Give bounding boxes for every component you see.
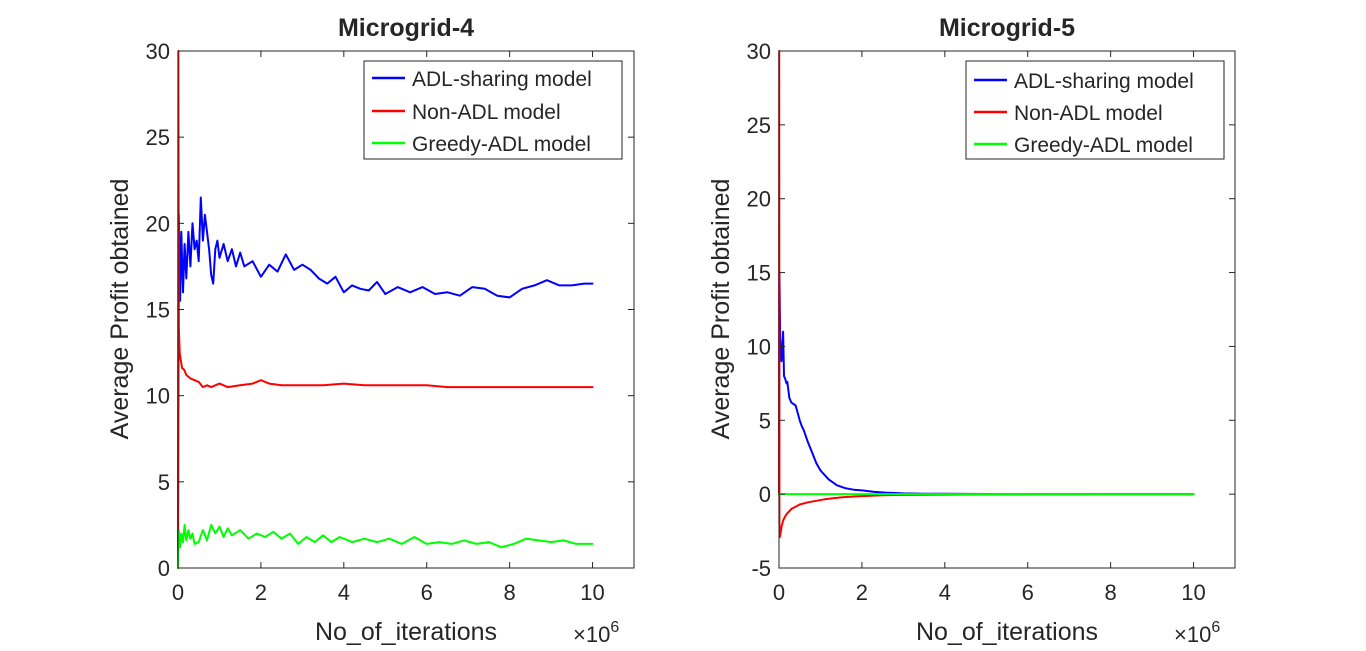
plot-area: 0 2 4 6 8 10 0 5 10 15 20 25 30 bbox=[146, 39, 635, 605]
legend: ADL-sharing model Non-ADL model Greedy-A… bbox=[363, 60, 623, 160]
chart-microgrid-4: Microgrid-4 0 2 4 6 8 10 0 5 10 15 20 25 30 No_of_it… bbox=[106, 14, 635, 647]
x-axis-exponent-base: ×10 bbox=[573, 622, 610, 647]
x-tick-label: 8 bbox=[1105, 580, 1117, 605]
y-tick-label: 0 bbox=[158, 556, 170, 581]
y-tick-label: 5 bbox=[759, 408, 771, 433]
legend-label-greedy-adl: Greedy-ADL model bbox=[1014, 134, 1193, 157]
y-tick-label: 30 bbox=[146, 39, 170, 64]
x-tick-label: 10 bbox=[1181, 580, 1205, 605]
series-group bbox=[177, 50, 594, 569]
series-line-greedy-adl-model bbox=[177, 523, 594, 569]
y-tick-label: 10 bbox=[146, 384, 170, 409]
x-axis-exponent-power: 6 bbox=[610, 619, 619, 636]
y-tick-label: 30 bbox=[747, 39, 771, 64]
legend-label-non-adl: Non-ADL model bbox=[1014, 102, 1163, 125]
x-tick-label: 6 bbox=[1022, 580, 1034, 605]
x-tick-label: 6 bbox=[421, 580, 433, 605]
legend-box bbox=[965, 60, 1225, 160]
x-axis-exponent: ×106 bbox=[573, 619, 619, 647]
x-axis-exponent-base: ×10 bbox=[1174, 622, 1211, 647]
series-group bbox=[778, 50, 1195, 538]
x-axis-exponent-power: 6 bbox=[1211, 619, 1220, 636]
legend-label-non-adl: Non-ADL model bbox=[412, 101, 561, 124]
y-tick-label: -5 bbox=[751, 556, 771, 581]
series-line-adl-sharing-model bbox=[177, 196, 594, 569]
x-tick-label: 2 bbox=[255, 580, 267, 605]
x-axis-exponent: ×106 bbox=[1174, 619, 1220, 647]
chart-title: Microgrid-4 bbox=[338, 14, 474, 42]
series-line-non-adl-model bbox=[177, 50, 594, 569]
x-tick-label: 2 bbox=[856, 580, 868, 605]
y-axis-label: Average Profit obtained bbox=[106, 179, 134, 440]
x-axis-label: No_of_iterations bbox=[315, 618, 497, 646]
x-tick-label: 0 bbox=[773, 580, 785, 605]
y-tick-label: 20 bbox=[146, 211, 170, 236]
y-tick-label: 15 bbox=[146, 298, 170, 323]
x-tick-label: 4 bbox=[939, 580, 951, 605]
y-tick-label: 25 bbox=[747, 113, 771, 138]
legend-label-adl-sharing: ADL-sharing model bbox=[412, 68, 592, 91]
x-axis-label: No_of_iterations bbox=[916, 618, 1098, 646]
y-tick-label: 20 bbox=[747, 187, 771, 212]
legend-label-adl-sharing: ADL-sharing model bbox=[1014, 70, 1194, 93]
x-tick-label: 4 bbox=[338, 580, 350, 605]
chart-title: Microgrid-5 bbox=[939, 14, 1075, 42]
legend: ADL-sharing model Non-ADL model Greedy-A… bbox=[965, 60, 1225, 160]
x-tick-label: 0 bbox=[172, 580, 184, 605]
y-axis-label: Average Profit obtained bbox=[707, 179, 735, 440]
legend-label-greedy-adl: Greedy-ADL model bbox=[412, 133, 591, 156]
x-tick-label: 8 bbox=[504, 580, 516, 605]
y-tick-label: 0 bbox=[759, 482, 771, 507]
legend-box bbox=[363, 60, 623, 160]
y-tick-label: 10 bbox=[747, 334, 771, 359]
axes-box bbox=[778, 50, 1236, 569]
y-tick-label: 5 bbox=[158, 470, 170, 495]
x-tick-label: 10 bbox=[580, 580, 604, 605]
y-tick-label: 25 bbox=[146, 125, 170, 150]
y-tick-label: 15 bbox=[747, 261, 771, 286]
